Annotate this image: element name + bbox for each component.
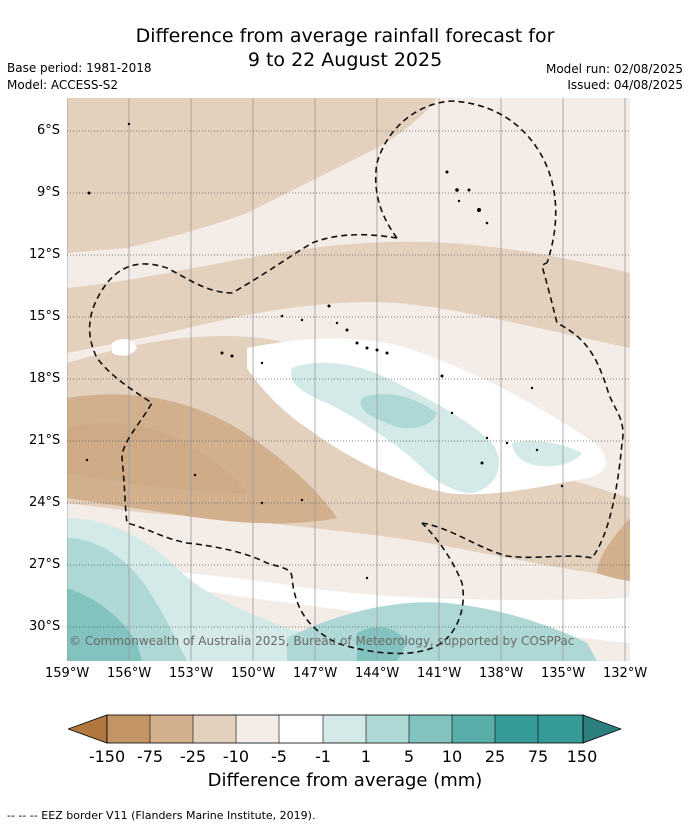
colorbar-tick: -150 <box>88 747 126 766</box>
rainfall-contours <box>67 98 630 661</box>
model-name: Model: ACCESS-S2 <box>7 78 119 92</box>
colorbar-tick: -25 <box>179 747 207 766</box>
lon-label: 132°W <box>603 666 648 681</box>
lon-label: 150°W <box>231 666 276 681</box>
lon-label: 135°W <box>541 666 586 681</box>
colorbar-tick: -1 <box>315 747 331 766</box>
colorbar-tick: -10 <box>222 747 250 766</box>
colorbar <box>68 714 622 744</box>
lat-label: 12°S <box>29 247 61 262</box>
lon-label: 153°W <box>169 666 214 681</box>
issued-date: Issued: 04/08/2025 <box>567 78 683 92</box>
base-period: Base period: 1981-2018 <box>7 61 152 75</box>
lat-label: 6°S <box>37 123 61 138</box>
colorbar-tick: 150 <box>566 747 598 766</box>
model-run: Model run: 02/08/2025 <box>545 62 683 76</box>
lon-label: 138°W <box>479 666 524 681</box>
colorbar-title: Difference from average (mm) <box>207 770 483 791</box>
lat-label: 9°S <box>37 185 61 200</box>
colorbar-tick: -5 <box>271 747 287 766</box>
lat-label: 27°S <box>29 557 61 572</box>
lat-label: 15°S <box>29 309 61 324</box>
lon-label: 147°W <box>293 666 338 681</box>
lat-label: 21°S <box>29 433 61 448</box>
lon-label: 144°W <box>355 666 400 681</box>
lat-label: 30°S <box>29 619 61 634</box>
colorbar-tick: 5 <box>403 747 415 766</box>
lon-label: 159°W <box>45 666 90 681</box>
colorbar-tick: 25 <box>484 747 506 766</box>
map-title-line2: 9 to 22 August 2025 <box>247 49 443 71</box>
lon-label: 156°W <box>107 666 152 681</box>
colorbar-tick: 1 <box>360 747 372 766</box>
map-title-line1: Difference from average rainfall forecas… <box>135 25 555 47</box>
colorbar-tick: -75 <box>136 747 164 766</box>
eez-footnote: -- -- -- EEZ border V11 (Flanders Marine… <box>7 809 316 822</box>
colorbar-tick: 75 <box>527 747 549 766</box>
rainfall-map <box>67 98 630 661</box>
lat-label: 24°S <box>29 495 61 510</box>
lat-label: 18°S <box>29 371 61 386</box>
lon-label: 141°W <box>417 666 462 681</box>
colorbar-tick: 10 <box>441 747 463 766</box>
copyright-notice: © Commonwealth of Australia 2025, Bureau… <box>69 634 575 648</box>
